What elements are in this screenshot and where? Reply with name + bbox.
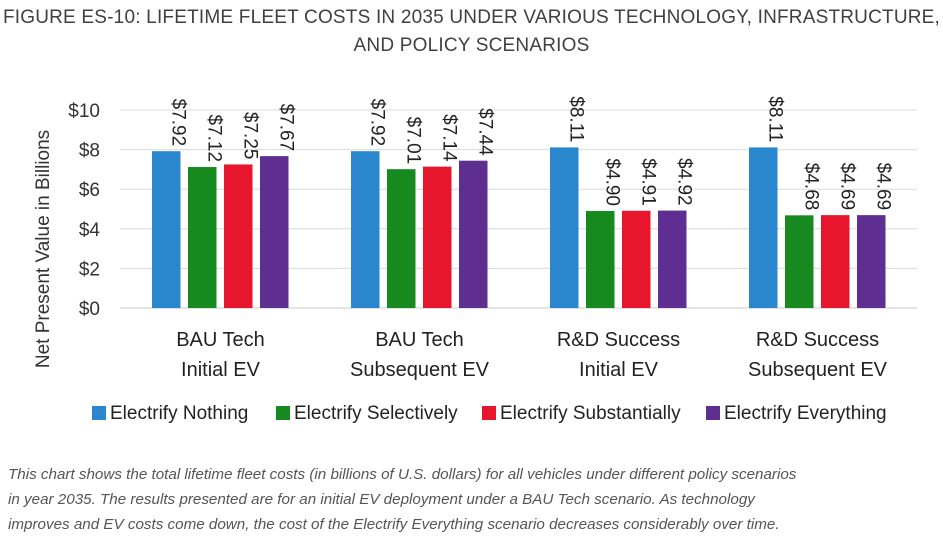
x-category-label: Initial EV (181, 359, 261, 381)
data-label: $7.25 (239, 112, 260, 160)
bar (550, 147, 579, 308)
chart-caption: This chart shows the total lifetime flee… (8, 462, 938, 537)
chart-title-line-1: FIGURE ES-10: LIFETIME FLEET COSTS IN 20… (2, 7, 941, 28)
x-category-label: Initial EV (579, 359, 659, 381)
y-tick-label: $0 (79, 299, 100, 320)
x-category-label: BAU Tech (375, 329, 464, 351)
y-tick-label: $8 (79, 141, 100, 162)
bar (749, 147, 778, 308)
x-axis-categories: BAU Tech Initial EV BAU Tech Subsequent EV R… (176, 329, 887, 381)
bar (785, 215, 814, 308)
y-tick-label: $2 (79, 259, 100, 280)
bar (423, 166, 452, 308)
legend-label: Electrify Everything (724, 403, 887, 424)
legend-swatch (706, 406, 720, 420)
y-axis-ticks: $0 $2 $4 $6 $8 $10 (68, 101, 100, 320)
data-label: $4.92 (673, 158, 694, 206)
data-label: $4.91 (637, 158, 658, 206)
data-label: $7.92 (167, 99, 188, 147)
bar (260, 156, 289, 308)
bar (387, 169, 416, 308)
y-tick-label: $4 (79, 220, 101, 241)
bar (821, 215, 850, 308)
legend-swatch (92, 406, 106, 420)
data-label: $8.11 (764, 96, 785, 142)
data-label: $7.92 (366, 99, 387, 147)
data-label: $8.11 (565, 96, 586, 142)
bar (351, 151, 380, 308)
bar-chart: $0$2$4$6$8$10 $7.92 $7.92 $8.11 $8.11$7.12 $… (33, 96, 917, 424)
data-label: $4.68 (800, 163, 821, 211)
chart-title: FIGURE ES-10: LIFETIME FLEET COSTS IN 20… (0, 4, 943, 60)
data-label: $4.90 (601, 158, 622, 206)
x-category-label: R&D Success (557, 329, 680, 351)
legend-swatch (482, 406, 496, 420)
bar (622, 210, 651, 308)
legend-label: Electrify Substantially (500, 403, 681, 424)
data-label: $7.14 (438, 114, 459, 162)
chart-title-line-2: AND POLICY SCENARIOS (353, 35, 590, 56)
x-category-label: BAU Tech (176, 329, 265, 351)
y-tick-label: $6 (79, 180, 100, 201)
legend: Electrify Nothing Electrify Selectively El… (92, 403, 887, 424)
caption-line-2: in year 2035. The results presented are … (8, 491, 755, 508)
bar (857, 215, 886, 308)
bar (586, 210, 615, 308)
data-label: $7.67 (275, 104, 296, 152)
bar (224, 164, 253, 308)
data-label: $7.01 (402, 117, 423, 165)
data-labels: $7.92 $7.92 $8.11 $8.11 $7.12 $7.01 $4.90 $4.68… (167, 96, 893, 210)
data-label: $4.69 (872, 163, 893, 211)
data-label: $7.44 (474, 108, 495, 156)
gridlines (120, 109, 917, 309)
x-category-label: Subsequent EV (350, 359, 490, 381)
bar (459, 160, 488, 308)
legend-label: Electrify Nothing (110, 403, 248, 424)
caption-line-1: This chart shows the total lifetime flee… (8, 466, 797, 483)
bar (152, 151, 181, 308)
data-label: $7.12 (203, 114, 224, 162)
legend-swatch (276, 406, 290, 420)
bar (188, 167, 217, 308)
bars (152, 147, 886, 308)
x-category-label: Subsequent EV (748, 359, 888, 381)
x-category-label: R&D Success (756, 329, 879, 351)
legend-label: Electrify Selectively (294, 403, 458, 424)
bar (658, 210, 687, 308)
y-tick-label: $10 (68, 101, 100, 122)
caption-line-3: improves and EV costs come down, the cos… (8, 516, 780, 533)
data-label: $4.69 (836, 163, 857, 211)
y-axis-label: Net Present Value in Billions (33, 130, 54, 368)
